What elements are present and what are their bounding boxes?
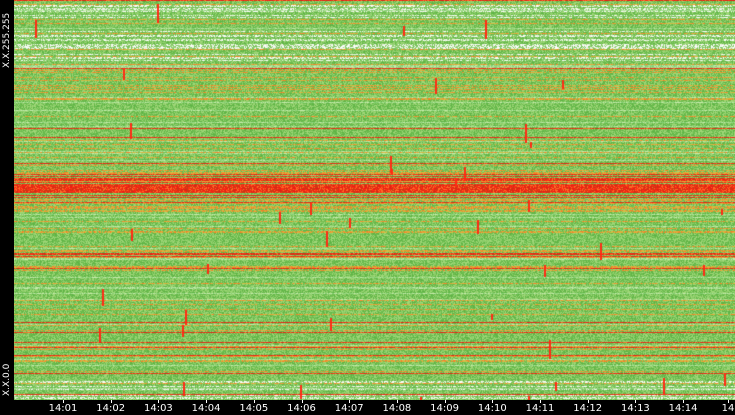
x-tick-label: 14:07 bbox=[334, 403, 364, 414]
x-tick bbox=[587, 400, 589, 403]
x-tick bbox=[158, 400, 160, 403]
x-tick bbox=[635, 400, 637, 403]
x-tick-label: 14:10 bbox=[477, 403, 507, 414]
x-tick-label: 14:02 bbox=[96, 403, 126, 414]
x-tick bbox=[206, 400, 208, 403]
x-tick bbox=[492, 400, 494, 403]
x-tick bbox=[253, 400, 255, 403]
x-tick bbox=[396, 400, 398, 403]
x-tick-label: 14:03 bbox=[143, 403, 173, 414]
x-tick-label: 14:11 bbox=[525, 403, 555, 414]
x-tick bbox=[301, 400, 303, 403]
x-tick bbox=[63, 400, 64, 403]
x-tick bbox=[540, 400, 541, 403]
x-tick bbox=[444, 400, 446, 403]
x-tick bbox=[110, 400, 112, 403]
x-tick-label: 14:05 bbox=[239, 403, 269, 414]
x-tick-label: 14:14 bbox=[668, 403, 698, 414]
x-tick-label: 14:06 bbox=[287, 403, 316, 414]
traffic-heatmap[interactable] bbox=[14, 0, 735, 400]
x-tick-label: 14:13 bbox=[620, 403, 650, 414]
x-tick-label: 14:04 bbox=[191, 403, 221, 414]
x-tick bbox=[683, 400, 685, 403]
x-tick-label: 14:08 bbox=[382, 403, 412, 414]
x-tick bbox=[349, 400, 351, 403]
x-tick-label: 14 bbox=[721, 403, 735, 414]
x-tick-label: 14:12 bbox=[573, 403, 603, 414]
y-axis-top-label: X.X.255.255 bbox=[2, 12, 12, 68]
y-axis-bottom-label: X.X.0.0 bbox=[2, 363, 12, 396]
x-tick bbox=[728, 400, 729, 403]
x-axis: 14:01 14:02 14:03 14:04 14:05 14:06 14:07 14:08… bbox=[0, 400, 735, 415]
x-tick-label: 14:01 bbox=[48, 403, 78, 414]
x-tick-label: 14:09 bbox=[430, 403, 460, 414]
y-axis: X.X.255.255 X.X.0.0 bbox=[0, 0, 14, 400]
